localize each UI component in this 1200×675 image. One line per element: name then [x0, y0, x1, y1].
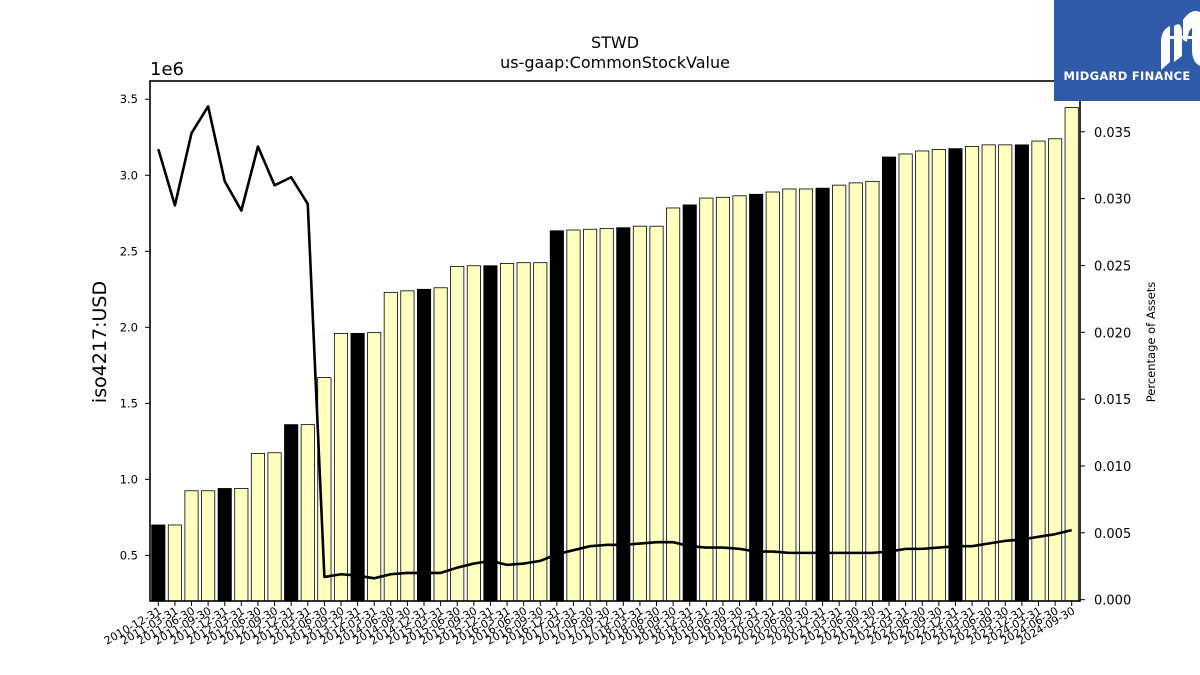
- y-tick-label: 0.5: [120, 548, 138, 562]
- bar-2012-09-30: [267, 452, 282, 602]
- bar-2019-12-31: [749, 193, 764, 602]
- bar-2012-03-31: [234, 488, 249, 602]
- bar-2020-03-31: [765, 191, 780, 602]
- bar-2014-06-30: [383, 291, 398, 602]
- bar-2016-09-30: [533, 262, 548, 602]
- bar-2011-03-31: [167, 524, 182, 602]
- logo-mark-icon: [1161, 11, 1200, 70]
- bar-2020-09-30: [798, 188, 814, 602]
- bar-2011-09-30: [201, 490, 216, 602]
- bar-2024-06-30: [1048, 138, 1063, 602]
- bar-2016-06-30: [516, 262, 531, 602]
- bar-2014-12-31: [416, 288, 432, 602]
- y-tick-label: 2.0: [120, 320, 138, 334]
- bar-2016-12-31: [549, 230, 564, 602]
- bar-series: [151, 107, 1079, 602]
- bar-2018-06-30: [649, 225, 664, 602]
- bar-2021-03-31: [832, 184, 847, 602]
- bar-2023-12-31: [1014, 144, 1029, 602]
- bar-2015-06-30: [450, 266, 465, 602]
- bar-2016-03-31: [500, 263, 515, 602]
- bar-2012-06-30: [250, 453, 265, 602]
- bar-2023-03-31: [965, 145, 980, 602]
- y-axis-ticks: 0.5 1.0 1.5 2.0 2.5 3.0 3.5: [120, 92, 150, 562]
- y2-axis-label: Percentage of Assets: [1144, 282, 1158, 403]
- bar-2014-09-30: [400, 290, 415, 602]
- chart-subtitle: us-gaap:CommonStockValue: [500, 53, 730, 72]
- bar-2011-06-30: [184, 490, 199, 602]
- bar-2011-12-31: [217, 488, 232, 602]
- bar-2019-09-30: [732, 195, 747, 602]
- midgard-finance-logo: MIDGARD FINANCE: [1054, 0, 1200, 101]
- bar-2017-03-31: [566, 229, 581, 602]
- bar-2018-12-31: [682, 204, 697, 602]
- bar-2021-09-30: [865, 180, 880, 602]
- bar-2012-12-31: [284, 424, 299, 602]
- bar-2015-09-30: [466, 265, 481, 602]
- bar-2021-12-31: [881, 156, 897, 602]
- bar-2013-03-31: [300, 424, 315, 602]
- y2-tick-label: 0.030: [1094, 193, 1131, 208]
- bar-2024-09-30: [1064, 107, 1079, 602]
- y-tick-label: 1.5: [120, 396, 138, 410]
- bar-2015-03-31: [433, 287, 448, 602]
- bar-2022-06-30: [915, 150, 930, 602]
- bar-2015-12-31: [483, 265, 498, 602]
- bar-2022-09-30: [931, 149, 946, 602]
- bar-2023-09-30: [998, 144, 1013, 602]
- y2-tick-label: 0.020: [1094, 326, 1131, 341]
- y-tick-label: 3.0: [120, 168, 138, 182]
- bar-2024-03-31: [1031, 140, 1046, 602]
- bar-2019-06-30: [715, 196, 730, 602]
- bar-2020-06-30: [782, 188, 797, 602]
- bar-2014-03-31: [367, 332, 382, 602]
- y-axis-label: iso4217:USD: [89, 281, 111, 403]
- x-axis-ticks: 2010-12-312011-03-312011-06-302011-09-30…: [102, 601, 1077, 648]
- bar-2023-06-30: [981, 144, 996, 602]
- y2-tick-label: 0.035: [1094, 126, 1131, 141]
- y2-axis-ticks: 0.000 0.005 0.010 0.015 0.020 0.025 0.030 0.035: [1080, 126, 1131, 609]
- bar-2019-03-31: [699, 197, 714, 602]
- y2-tick-label: 0.025: [1094, 259, 1131, 274]
- y-tick-label: 2.5: [120, 244, 138, 258]
- y2-tick-label: 0.010: [1094, 460, 1131, 475]
- y-tick-label: 3.5: [120, 92, 138, 106]
- y2-tick-label: 0.005: [1094, 527, 1131, 542]
- bar-2010-12-31: [151, 524, 166, 602]
- y-tick-label: 1.0: [120, 472, 138, 486]
- bar-2013-12-31: [350, 332, 365, 602]
- y2-tick-label: 0.000: [1094, 594, 1131, 609]
- bar-2020-12-31: [815, 187, 830, 602]
- y2-tick-label: 0.015: [1094, 393, 1131, 408]
- bar-2013-09-30: [333, 332, 349, 602]
- y-offset-label: 1e6: [150, 59, 184, 80]
- bar-2022-03-31: [898, 153, 913, 602]
- bar-2021-06-30: [848, 182, 863, 602]
- plot-frame: [149, 80, 1081, 602]
- chart-title: STWD: [591, 33, 639, 52]
- logo-text: MIDGARD FINANCE: [1063, 69, 1191, 83]
- bar-2022-12-31: [948, 148, 963, 602]
- percentage-line: [157, 105, 1073, 580]
